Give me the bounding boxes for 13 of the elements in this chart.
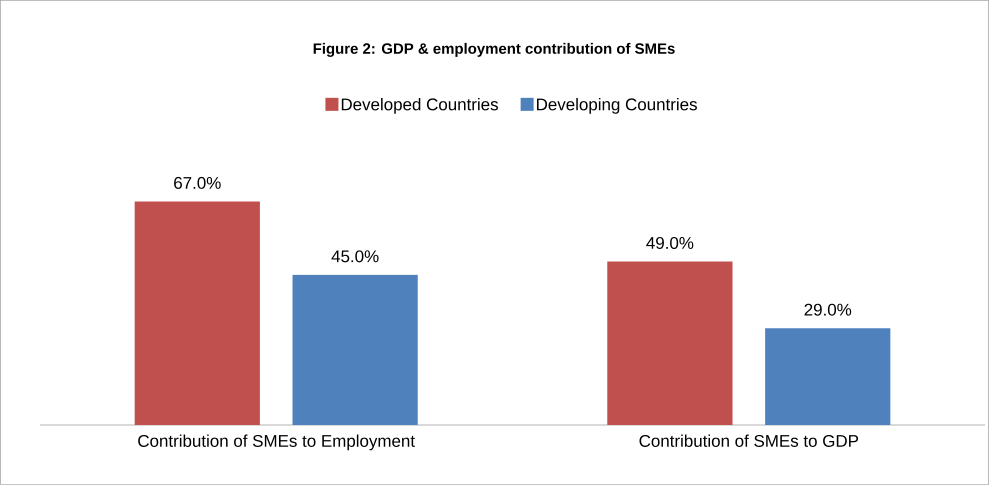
data-label: 29.0%	[804, 304, 852, 316]
legend-label: Developed Countries	[342, 98, 498, 114]
x-tick-label: Contribution of SMEs to GDP	[640, 434, 858, 447]
bar	[607, 262, 733, 426]
bar	[292, 274, 418, 426]
legend-label: Developing Countries	[537, 98, 697, 114]
chart-title: Figure 2: GDP & employment contribution of SMEs	[314, 42, 675, 57]
x-tick-label: Contribution of SMEs to Employment	[138, 434, 415, 450]
bar	[765, 328, 890, 426]
data-label: 49.0%	[646, 237, 694, 250]
data-label: 67.0%	[174, 176, 221, 189]
bar	[134, 201, 260, 426]
data-label: 45.0%	[332, 250, 379, 262]
